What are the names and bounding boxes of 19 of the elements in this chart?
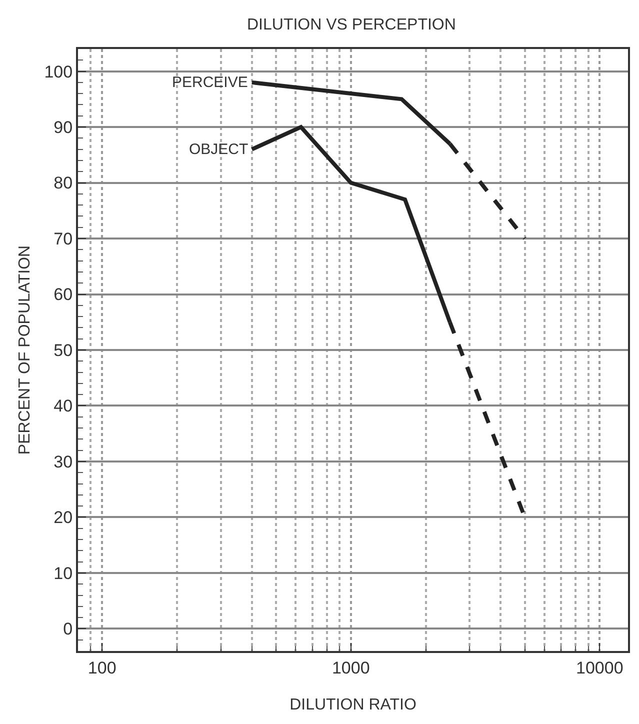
y-tick-label: 30 (54, 452, 73, 472)
x-tick-label: 1000 (332, 658, 370, 678)
y-tick-label: 80 (54, 174, 73, 193)
series-label: PERCEIVE (172, 74, 248, 91)
x-tick-label: 10000 (576, 658, 624, 678)
y-tick-label: 50 (54, 340, 73, 360)
series-label: OBJECT (189, 141, 248, 158)
x-tick-label: 100 (88, 658, 116, 678)
chart-title: DILUTION VS PERCEPTION (246, 16, 456, 34)
y-tick-label: 70 (54, 229, 73, 248)
y-tick-label: 0 (63, 620, 73, 639)
y-tick-label: 90 (54, 118, 73, 137)
y-tick-label: 60 (54, 285, 73, 304)
x-axis-title: DILUTION RATIO (290, 696, 416, 714)
y-tick-label: 20 (54, 508, 73, 528)
y-tick-label: 10 (54, 564, 73, 583)
y-tick-label: 100 (44, 62, 73, 82)
y-axis-title: PERCENT OF POPULATION (16, 245, 34, 455)
y-tick-label: 40 (54, 396, 73, 416)
